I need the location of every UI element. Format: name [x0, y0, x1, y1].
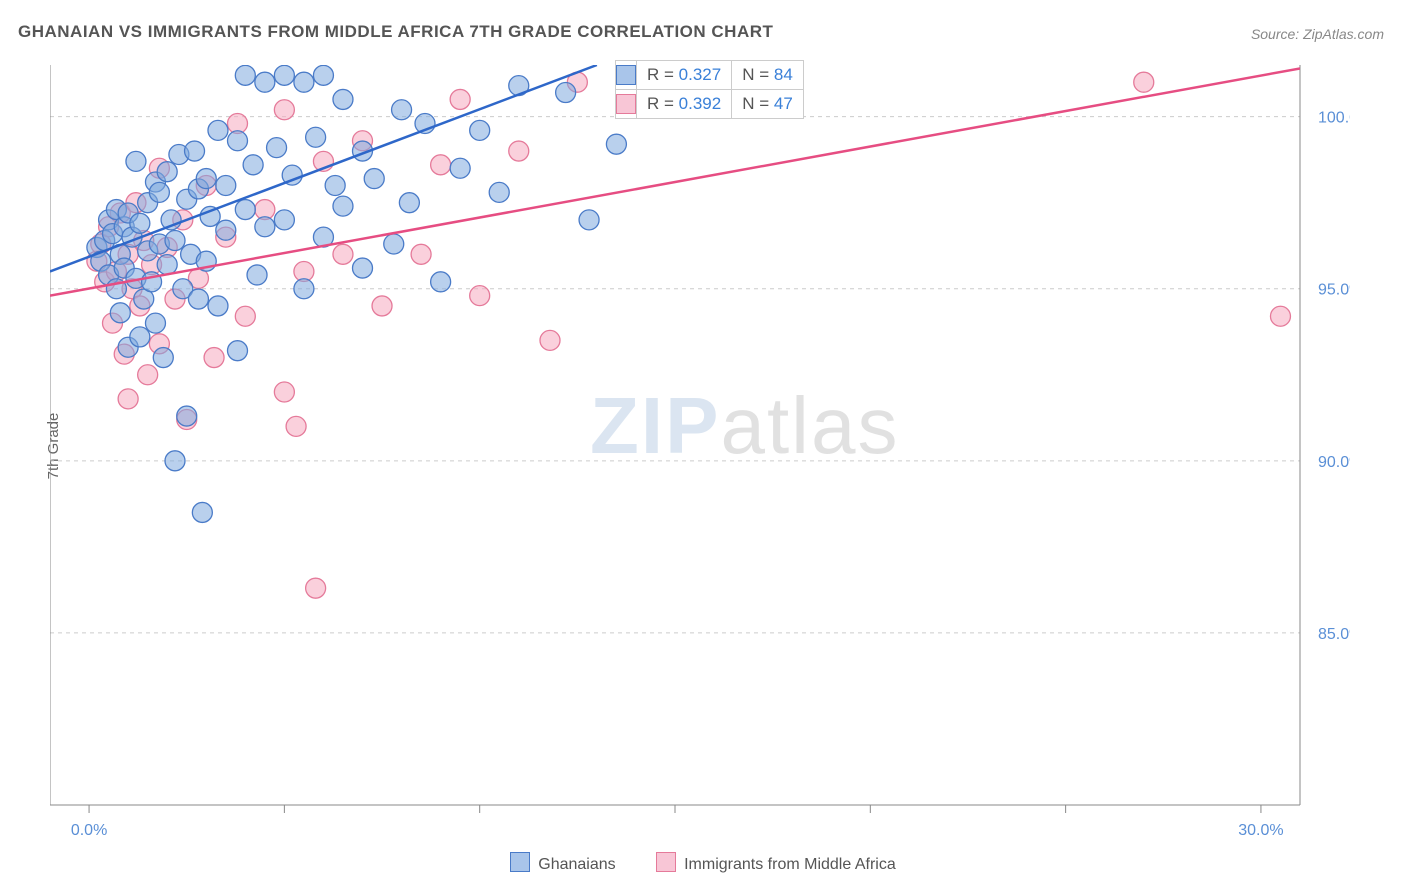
legend-swatch-pink	[656, 852, 676, 872]
legend-bottom: Ghanaians Immigrants from Middle Africa	[0, 852, 1406, 874]
scatter-plot: 85.0% 90.0% 95.0% 100.0% 0.0% 30.0%	[50, 55, 1350, 875]
r-label: R = 0.392	[637, 90, 732, 119]
swatch-cell	[616, 61, 637, 90]
legend-item-ghanaians: Ghanaians	[510, 852, 615, 874]
y-tick-label: 90.0%	[1318, 454, 1350, 471]
y-tick-label: 85.0%	[1318, 626, 1350, 643]
n-label: N = 84	[732, 61, 804, 90]
y-tick-label: 100.0%	[1318, 110, 1350, 127]
legend-swatch-blue	[510, 852, 530, 872]
swatch-cell	[616, 90, 637, 119]
correlation-info-box: R = 0.327 N = 84 R = 0.392 N = 47	[615, 60, 804, 119]
y-tick-label: 95.0%	[1318, 282, 1350, 299]
info-row-middle-africa: R = 0.392 N = 47	[616, 90, 804, 119]
swatch-blue	[616, 65, 636, 85]
n-label: N = 47	[732, 90, 804, 119]
source-attribution: Source: ZipAtlas.com	[1251, 26, 1384, 42]
info-row-ghanaians: R = 0.327 N = 84	[616, 61, 804, 90]
info-table: R = 0.327 N = 84 R = 0.392 N = 47	[615, 60, 804, 119]
chart-title: GHANAIAN VS IMMIGRANTS FROM MIDDLE AFRIC…	[18, 22, 773, 42]
x-tick-label: 30.0%	[1238, 822, 1283, 839]
x-tick-label: 0.0%	[71, 822, 107, 839]
r-label: R = 0.327	[637, 61, 732, 90]
chart-container: GHANAIAN VS IMMIGRANTS FROM MIDDLE AFRIC…	[0, 0, 1406, 892]
legend-item-middle-africa: Immigrants from Middle Africa	[656, 852, 896, 874]
swatch-pink	[616, 94, 636, 114]
